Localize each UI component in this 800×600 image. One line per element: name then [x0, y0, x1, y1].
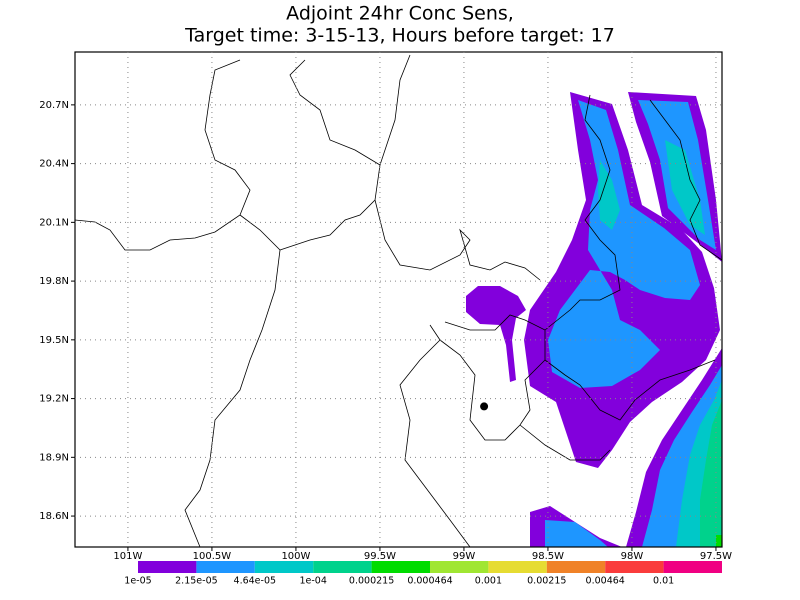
colorbar-box [371, 561, 430, 573]
contour-fills [466, 92, 722, 547]
chart-title: Adjoint 24hr Conc Sens, [286, 3, 514, 25]
x-tick-label: 100.5W [193, 551, 232, 562]
state-border [379, 54, 411, 166]
y-tick-label: 20.7N [39, 100, 69, 111]
x-tick-label: 101W [113, 551, 142, 562]
x-tick-label: 98W [621, 551, 644, 562]
state-border [399, 324, 471, 548]
colorbar-box [138, 561, 197, 573]
x-tick-label: 99.5W [364, 551, 396, 562]
contour-fill [466, 286, 526, 382]
colorbar-label: 0.000215 [349, 576, 394, 587]
borders [74, 54, 723, 548]
x-tick-label: 100W [281, 551, 310, 562]
state-border [544, 359, 716, 421]
plot-frame [74, 51, 723, 548]
colorbar-label: 0.00215 [527, 576, 566, 587]
colorbar-box [663, 561, 722, 573]
contour-fill [598, 160, 620, 230]
colorbar-box [546, 561, 606, 573]
x-tick-label: 97.5W [700, 551, 732, 562]
colorbar-label: 4.64e-05 [234, 576, 277, 587]
site-marker [480, 402, 489, 411]
colorbar-label: 1e-05 [124, 576, 151, 587]
y-tick-label: 18.9N [39, 452, 69, 463]
colorbar-label: 1e-04 [299, 576, 326, 587]
colorbar-box [430, 561, 489, 573]
y-tick-label: 18.6N [39, 511, 69, 522]
colorbar-box [605, 561, 664, 573]
state-border [439, 314, 546, 441]
state-border [184, 214, 281, 548]
state-border [544, 94, 621, 331]
colorbar-label: 0.000464 [407, 576, 452, 587]
x-tick-label: 99W [453, 551, 476, 562]
colorbar-label: 0.00464 [586, 576, 625, 587]
state-border [649, 99, 723, 261]
y-tick-label: 19.2N [39, 394, 69, 405]
y-tick-label: 20.1N [39, 217, 69, 228]
colorbar-label: 2.15e-05 [175, 576, 218, 587]
state-border [279, 59, 381, 251]
colorbar-label: 0.001 [475, 576, 502, 587]
colorbar-box [196, 561, 255, 573]
contour-fill [545, 520, 608, 547]
colorbar-box [488, 561, 547, 573]
state-border [74, 59, 251, 251]
y-tick-label: 20.4N [39, 159, 69, 170]
x-tick-label: 98.5W [532, 551, 564, 562]
state-border [374, 199, 541, 281]
contour-fill [548, 100, 700, 388]
colorbar-box [313, 561, 372, 573]
contour-fill [716, 535, 722, 547]
colorbar-box [254, 561, 314, 573]
contour-fill [700, 400, 722, 547]
y-tick-label: 19.5N [39, 335, 69, 346]
chart-subtitle: Target time: 3-15-13, Hours before targe… [184, 25, 615, 47]
state-border [519, 424, 611, 461]
colorbar-label: 0.01 [653, 576, 674, 587]
y-tick-label: 19.8N [39, 276, 69, 287]
